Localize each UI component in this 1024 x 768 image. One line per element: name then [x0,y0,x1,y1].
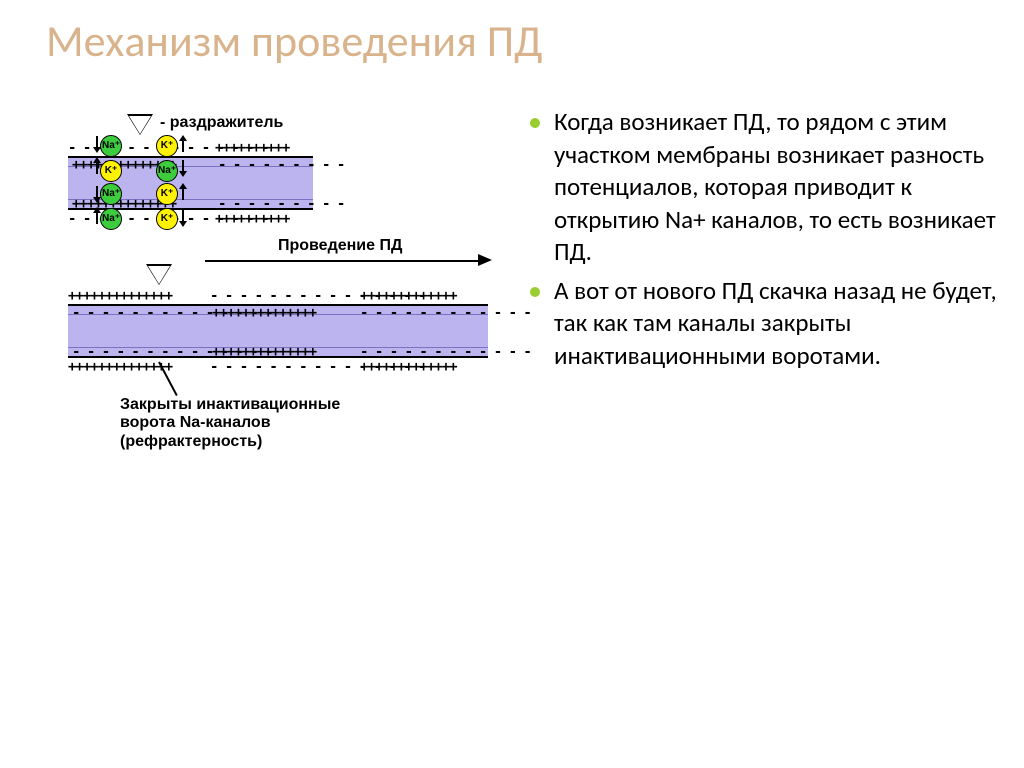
list-item: Когда возникает ПД, то рядом с этим учас… [530,106,1000,269]
bullet-icon [530,118,540,128]
stimulus-marker-icon [129,116,151,134]
charge-row: - - - - - - - - - [218,157,344,173]
charge-row: ++++++++++++++ [212,344,316,360]
ion-arrow-icon [96,162,98,174]
charge-row: +++++++++++++ [360,288,457,304]
arrow-head-icon [478,254,492,266]
label-line: (рефрактерность) [120,433,262,450]
ion-arrow-icon [96,136,98,148]
bullet-icon [530,287,540,297]
charge-row: - - - - - - - - - - - - [360,344,531,360]
na-ion-icon: Na⁺ [156,160,178,182]
ion-arrow-icon [96,212,98,224]
charge-row: ++++++++++++++ [68,288,172,304]
ion-arrow-icon [182,188,184,200]
na-ion-icon: Na⁺ [100,135,122,157]
charge-row: ++++++++++ [215,140,289,156]
slide-title: Механизм проведения ПД [46,14,542,68]
charge-row: - - - - - - - - - - - - [360,305,531,321]
charge-row: +++++++++++++ [360,359,457,375]
k-ion-icon: K⁺ [156,208,178,230]
bullet-text: А вот от нового ПД скачка назад не будет… [554,275,1000,373]
conduction-arrow [205,260,480,262]
k-ion-icon: K⁺ [156,135,178,157]
bullet-list: Когда возникает ПД, то рядом с этим учас… [530,106,1000,378]
label-line: ворота Na-каналов [120,414,271,431]
bullet-text: Когда возникает ПД, то рядом с этим учас… [554,106,1000,269]
na-ion-icon: Na⁺ [100,208,122,230]
label-line: Закрыты инактивационные [120,396,340,413]
conduction-label: Проведение ПД [278,237,402,255]
ion-arrow-icon [182,160,184,172]
list-item: А вот от нового ПД скачка назад не будет… [530,275,1000,373]
charge-row: ++++++++++++++ [212,305,316,321]
charge-row: - - - - - - - - - [218,196,344,212]
ion-arrow-icon [182,140,184,152]
charge-row: ++++++++++ [215,211,289,227]
stimulus-label: - раздражитель [160,114,283,132]
ion-arrow-icon [182,210,184,222]
k-ion-icon: K⁺ [156,183,178,205]
closed-gate-label: Закрыты инактивационные ворота Na-канало… [120,396,340,451]
ion-arrow-icon [96,186,98,198]
stimulus-marker-icon [148,266,170,284]
k-ion-icon: K⁺ [100,160,122,182]
charge-row: ++++++++++++++ [68,359,172,375]
na-ion-icon: Na⁺ [100,183,122,205]
